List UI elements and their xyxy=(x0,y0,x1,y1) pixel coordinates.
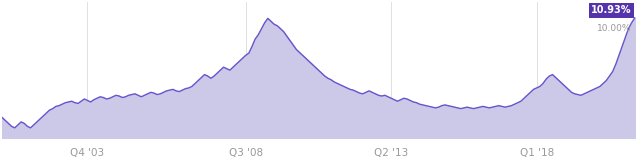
Text: 10.93%: 10.93% xyxy=(591,5,632,16)
Text: 10.00%: 10.00% xyxy=(597,24,632,33)
